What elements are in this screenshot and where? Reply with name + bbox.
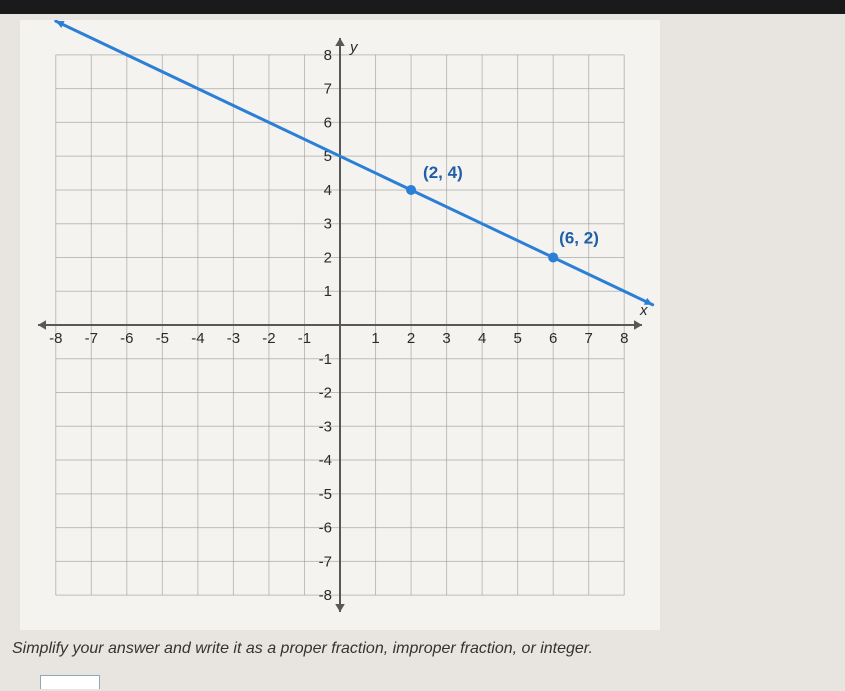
window-top-bar (0, 0, 845, 14)
svg-text:-7: -7 (85, 330, 98, 347)
svg-text:y: y (349, 39, 359, 56)
svg-text:-1: -1 (298, 330, 311, 347)
svg-text:-8: -8 (49, 330, 62, 347)
svg-text:7: 7 (585, 330, 593, 347)
svg-text:1: 1 (324, 283, 332, 300)
svg-text:8: 8 (324, 47, 332, 64)
svg-text:8: 8 (620, 330, 628, 347)
svg-text:-8: -8 (319, 587, 332, 604)
svg-text:-2: -2 (319, 385, 332, 402)
svg-text:4: 4 (478, 330, 486, 347)
svg-text:2: 2 (324, 249, 332, 266)
svg-text:4: 4 (324, 182, 332, 199)
svg-text:6: 6 (549, 330, 557, 347)
svg-text:-4: -4 (319, 452, 332, 469)
svg-text:-4: -4 (191, 330, 204, 347)
chart-svg: -8 -7 -6 -5 -4 -3 -2 -1 1 2 3 4 5 6 7 8 -8 -7 -6 -5 -4 -3 -2 -1… (20, 20, 660, 630)
coordinate-graph: -8 -7 -6 -5 -4 -3 -2 -1 1 2 3 4 5 6 7 8 -8 -7 -6 -5 -4 -3 -2 -1… (20, 20, 660, 630)
question-text: Simplify your answer and write it as a p… (12, 640, 593, 658)
svg-text:-6: -6 (120, 330, 133, 347)
answer-input[interactable] (40, 675, 100, 689)
svg-text:3: 3 (442, 330, 450, 347)
svg-text:7: 7 (324, 81, 332, 98)
svg-text:(2, 4): (2, 4) (423, 163, 463, 182)
svg-text:-1: -1 (319, 351, 332, 368)
svg-text:2: 2 (407, 330, 415, 347)
svg-text:-3: -3 (227, 330, 240, 347)
svg-text:3: 3 (324, 216, 332, 233)
svg-text:-6: -6 (319, 520, 332, 537)
svg-text:5: 5 (513, 330, 521, 347)
svg-text:1: 1 (371, 330, 379, 347)
svg-text:(6, 2): (6, 2) (559, 228, 599, 247)
svg-text:-5: -5 (156, 330, 169, 347)
svg-text:-3: -3 (319, 418, 332, 435)
svg-text:6: 6 (324, 114, 332, 131)
svg-text:-5: -5 (319, 486, 332, 503)
svg-text:-7: -7 (319, 553, 332, 570)
svg-text:-2: -2 (262, 330, 275, 347)
